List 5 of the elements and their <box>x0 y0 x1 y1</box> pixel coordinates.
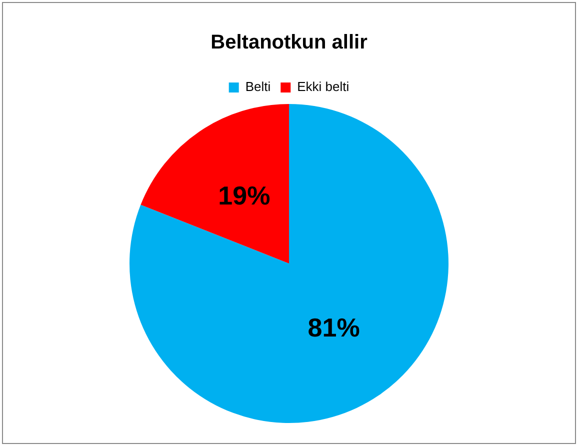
legend-label: Belti <box>245 79 271 94</box>
chart-title: Beltanotkun allir <box>210 32 368 54</box>
data-label: 81% <box>308 312 360 343</box>
legend-label: Ekki belti <box>297 79 350 94</box>
data-label: 19% <box>218 180 270 211</box>
